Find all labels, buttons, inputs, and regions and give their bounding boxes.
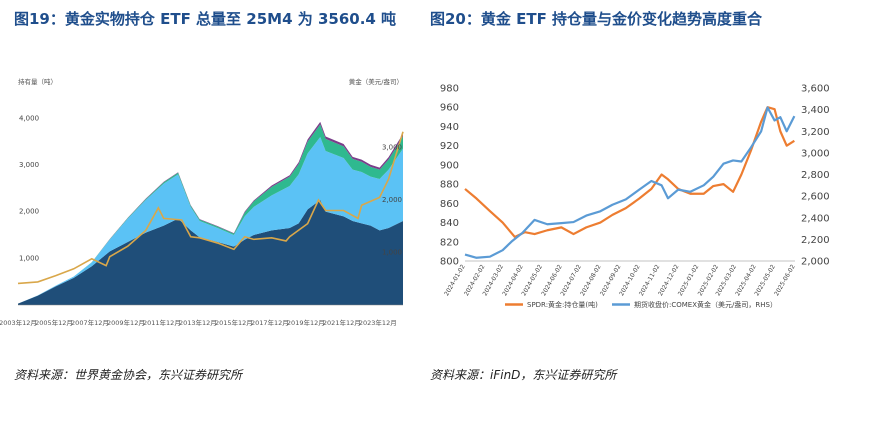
chart1-right-axis-label: 黄金（美元/盎司） — [349, 77, 403, 86]
chart2-right-tick: 2,800 — [801, 170, 830, 181]
chart1-left-tick: 3,000 — [19, 161, 39, 169]
chart2-left-tick: 920 — [440, 141, 459, 152]
chart2-left-tick: 960 — [440, 103, 459, 114]
chart1-x-tick: 2017年12月 — [251, 318, 289, 327]
chart2-right-tick: 2,000 — [801, 257, 830, 268]
chart1-x-tick: 2005年12月 — [35, 318, 73, 327]
chart2-x-tick: 2025-06-02 — [773, 263, 797, 297]
chart1-x-tick: 2009年12月 — [107, 318, 145, 327]
figure1-title: 图19：黄金实物持仓 ETF 总量至 25M4 为 3560.4 吨 — [14, 10, 397, 28]
chart2-right-tick: 2,400 — [801, 213, 830, 224]
chart1-right-tick: 3,000 — [382, 144, 402, 152]
chart2-left-tick: 820 — [440, 237, 459, 248]
chart1-gold-price-line — [17, 131, 404, 285]
chart1-x-tick: 2003年12月 — [0, 318, 37, 327]
chart2-right-tick: 2,200 — [801, 235, 830, 246]
chart2-legend-label-1: SPDR:黄金:持仓量(吨) — [527, 300, 598, 309]
figure2-title: 图20：黄金 ETF 持仓量与金价变化趋势高度重合 — [430, 10, 763, 28]
chart2-series-2-line — [464, 106, 796, 259]
chart1-areas — [18, 121, 403, 305]
chart2-right-tick: 3,400 — [801, 105, 830, 116]
chart1-x-tick: 2007年12月 — [71, 318, 109, 327]
chart2-right-tick: 2,600 — [801, 192, 830, 203]
chart1-left-tick: 2,000 — [19, 208, 39, 216]
chart2-right-tick: 3,000 — [801, 148, 830, 159]
chart1-area-series-1 — [18, 200, 403, 305]
chart1-right-tick: 2,000 — [382, 196, 402, 204]
chart1-left-axis-label: 持有量（吨） — [18, 77, 57, 86]
chart1-x-tick: 2021年12月 — [323, 318, 361, 327]
chart2-left-tick: 900 — [440, 160, 459, 171]
chart1-x-tick: 2015年12月 — [215, 318, 253, 327]
chart2-left-tick: 980 — [440, 84, 459, 95]
chart1-left-tick: 4,000 — [19, 114, 39, 122]
figure1-source: 资料来源：世界黄金协会，东兴证券研究所 — [14, 368, 243, 382]
chart1-x-tick: 2019年12月 — [287, 318, 325, 327]
chart1-axes: 1,000 2,000 3,000 4,000 1,000 2,000 3,000 2003年… — [0, 114, 403, 327]
chart2-left-tick: 940 — [440, 122, 459, 133]
chart2-left-tick: 840 — [440, 218, 459, 229]
chart2-right-tick: 3,200 — [801, 127, 830, 138]
chart2-legend-label-2: 期货收盘价:COMEX黄金（美元/盎司，RHS） — [634, 300, 777, 309]
chart2-left-tick: 880 — [440, 180, 459, 191]
chart1-x-tick: 2023年12月 — [359, 318, 397, 327]
chart2-lines — [464, 106, 796, 259]
figure2-source: 资料来源：iFinD，东兴证券研究所 — [430, 368, 617, 382]
chart1: 持有量（吨） 黄金（美元/盎司） 1,0002,0003,0004,0001,0… — [0, 77, 404, 327]
chart2: 800 820 840 860 880 900 920 940 960 980 2,000 2,200… — [440, 84, 830, 310]
chart1-right-tick: 1,000 — [382, 249, 402, 257]
chart2-series-1-line — [464, 106, 795, 239]
chart2-left-tick: 800 — [440, 257, 459, 268]
chart1-area-series-2 — [18, 137, 403, 304]
chart2-right-tick: 3,600 — [801, 84, 830, 95]
chart1-gold-price — [17, 131, 404, 285]
chart1-x-tick: 2011年12月 — [143, 318, 181, 327]
chart1-left-tick: 1,000 — [19, 254, 39, 262]
chart2-legend: SPDR:黄金:持仓量(吨) 期货收盘价:COMEX黄金（美元/盎司，RHS） — [505, 300, 777, 309]
chart1-x-tick: 2013年12月 — [179, 318, 217, 327]
chart2-left-tick: 860 — [440, 199, 459, 210]
